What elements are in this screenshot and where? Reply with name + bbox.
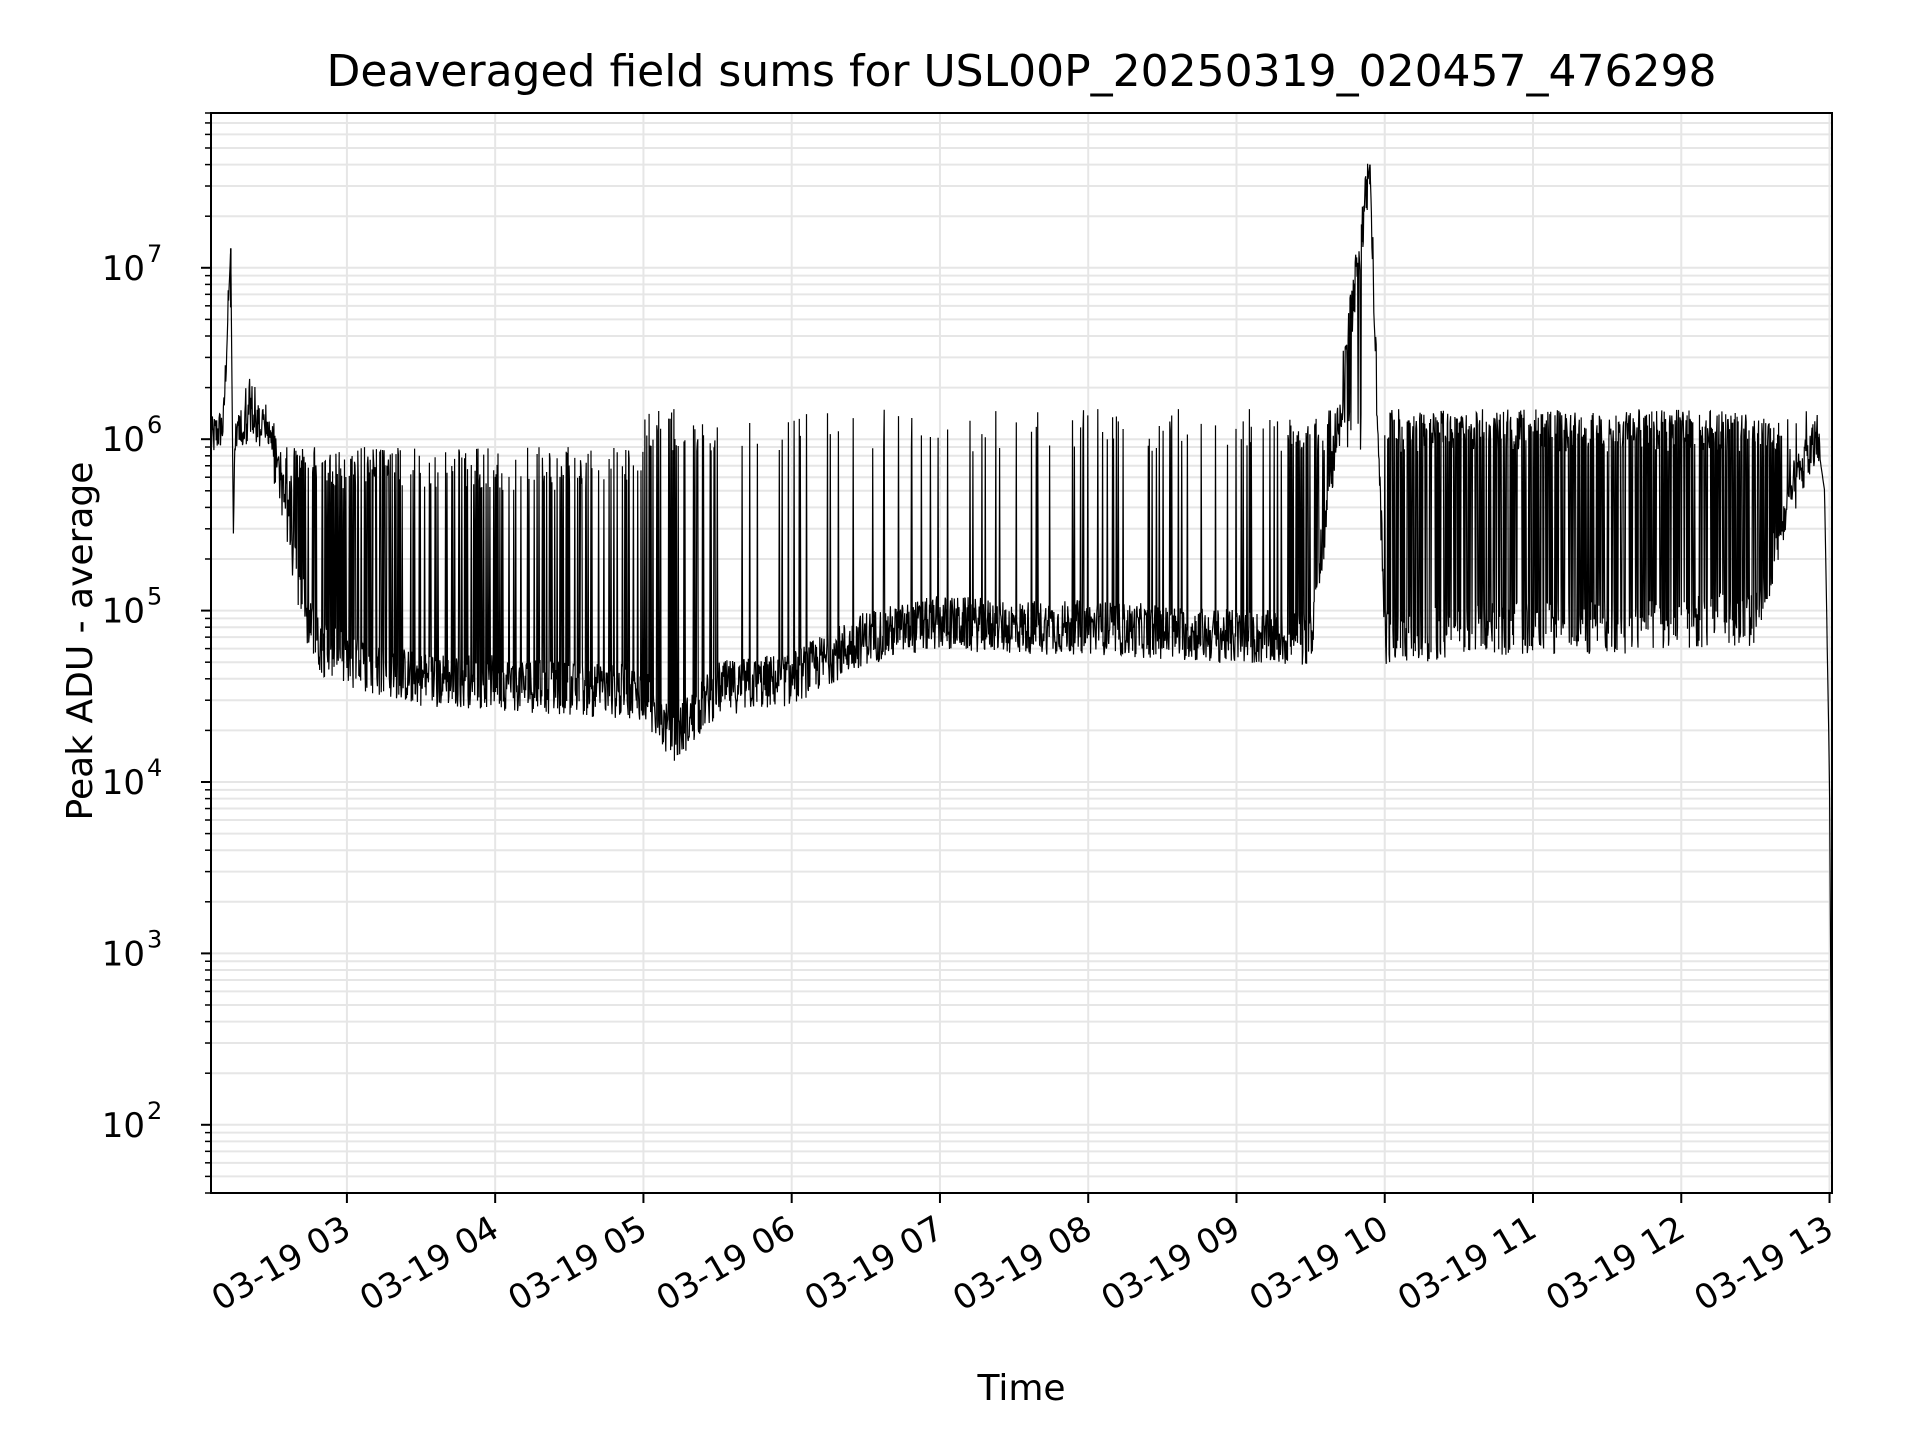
y-tick-label-exponent: 7 xyxy=(147,240,162,268)
y-tick-label: 10 xyxy=(102,934,145,974)
tick-marks xyxy=(201,112,1831,1203)
plot-frame xyxy=(210,112,1833,1194)
y-tick-label-exponent: 5 xyxy=(147,583,162,611)
y-tick-label: 10 xyxy=(102,420,145,460)
data-layer xyxy=(210,163,1833,1194)
y-axis-label: Peak ADU - average xyxy=(60,462,101,821)
y-tick-label-exponent: 4 xyxy=(147,754,162,782)
y-tick-label: 10 xyxy=(102,592,145,632)
y-tick-label-exponent: 2 xyxy=(147,1097,162,1125)
y-tick-label: 10 xyxy=(102,763,145,803)
chart-title: Deaveraged field sums for USL00P_2025031… xyxy=(326,46,1716,97)
series-line xyxy=(210,163,1833,1194)
y-tick-label: 10 xyxy=(102,249,145,289)
y-tick-label: 10 xyxy=(102,1106,145,1146)
y-tick-label-exponent: 6 xyxy=(147,411,162,439)
y-tick-label-exponent: 3 xyxy=(147,925,162,953)
x-axis-label: Time xyxy=(976,1368,1065,1409)
